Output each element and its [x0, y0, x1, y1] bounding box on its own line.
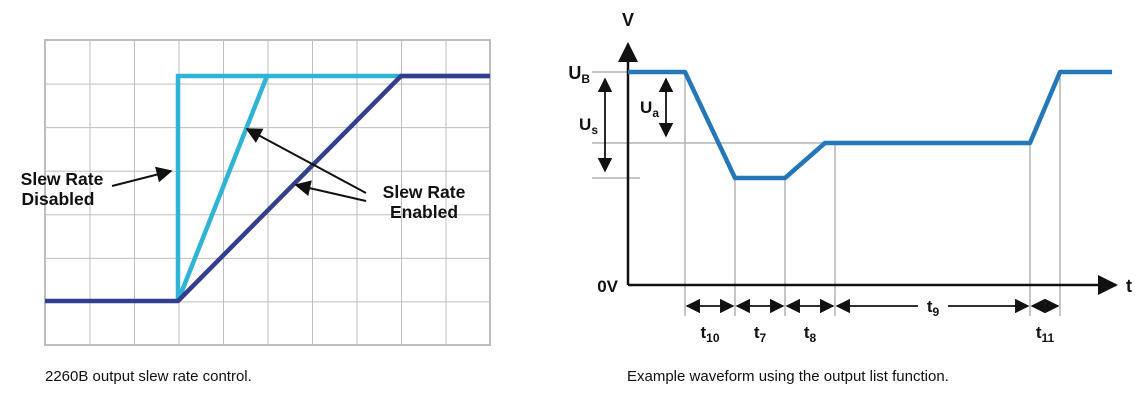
t-axis-label: t	[1126, 276, 1132, 296]
slew-rate-enabled-label-line2: Enabled	[390, 202, 458, 222]
slew-rate-enabled-label-line1: Slew Rate	[383, 182, 466, 202]
ua-label: Ua	[640, 98, 659, 120]
t11-label: t11	[1036, 323, 1055, 345]
disabled-annotation-arrow	[111, 166, 173, 187]
slew-rate-disabled-label-line2: Disabled	[22, 189, 95, 209]
slew-rate-disabled-label-line1: Slew Rate	[21, 169, 104, 189]
slew-rate-chart: Slew Rate Disabled Slew Rate Enabled	[21, 39, 491, 346]
t10-label: t10	[700, 323, 719, 345]
left-figure-caption: 2260B output slew rate control.	[45, 368, 252, 385]
slew-rate-enabled-fast-trace	[175, 75, 270, 302]
t9-label: t9	[927, 297, 940, 319]
right-figure-caption: Example waveform using the output list f…	[627, 368, 949, 385]
t7-label: t7	[754, 323, 767, 345]
slew-rate-enabled-slow-trace	[45, 73, 490, 304]
us-label: Us	[579, 115, 598, 137]
v-axis-label: V	[622, 10, 634, 30]
slew-rate-disabled-trace	[175, 73, 490, 301]
vertical-guides	[684, 70, 1061, 316]
t8-label: t8	[804, 323, 817, 345]
enabled-annotation-arrow-slow	[294, 180, 367, 202]
ub-label: UB	[568, 63, 590, 86]
enabled-annotation-arrow-fast	[245, 128, 367, 194]
waveform-figure: V t 0V UB Us Ua t10 t7 t8	[540, 0, 1139, 403]
output-list-waveform-trace	[628, 69, 1112, 181]
origin-label: 0V	[597, 277, 618, 296]
waveform-chart: V t 0V UB Us Ua t10 t7 t8	[568, 10, 1132, 345]
slew-rate-figure: Slew Rate Disabled Slew Rate Enabled 226…	[0, 0, 520, 403]
grid-background	[44, 39, 491, 346]
